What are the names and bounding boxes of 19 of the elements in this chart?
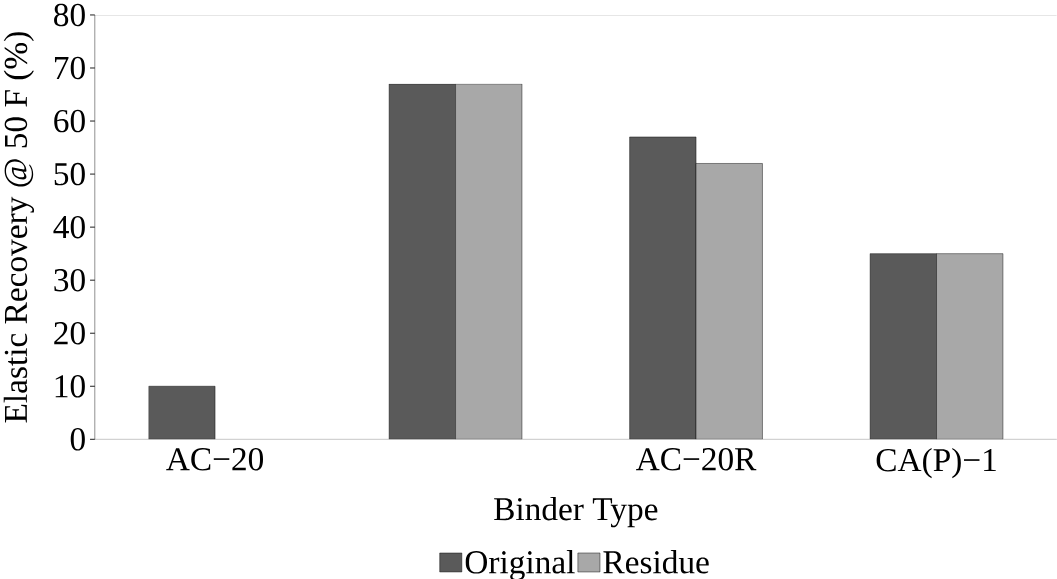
y-tick-label: 30 (54, 268, 85, 292)
y-tick-label: 0 (70, 427, 85, 451)
y-tick-label: 70 (54, 56, 85, 80)
x-tick-label: CA(P)−1 (876, 447, 996, 479)
y-tick-label: 20 (54, 321, 85, 345)
y-tick-label: 80 (54, 3, 85, 27)
y-axis-title: Elastic Recovery @ 50 F (%) (3, 32, 35, 423)
bar (696, 163, 763, 440)
x-axis-title: Binder Type (494, 496, 658, 528)
y-tick-label: 60 (54, 109, 85, 133)
y-tick-label: 10 (55, 374, 85, 398)
bar (455, 83, 522, 440)
legend-label: Residue (603, 549, 709, 574)
y-tick-label: 50 (54, 162, 85, 186)
bar (148, 385, 216, 440)
y-tick-label: 40 (53, 215, 85, 239)
x-tick-label: AC−20R (636, 447, 757, 471)
x-tick-label: AC−20 (166, 447, 264, 471)
bar (936, 253, 1004, 440)
